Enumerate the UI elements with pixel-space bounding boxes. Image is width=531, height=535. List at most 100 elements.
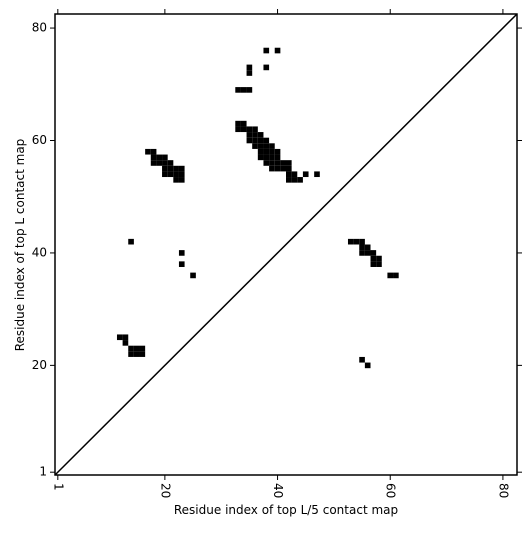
contact-cell — [257, 137, 264, 144]
contact-cell — [263, 143, 270, 149]
x-tick-label: 20 — [158, 483, 172, 498]
contact-cell — [347, 238, 354, 245]
contact-cell — [387, 272, 394, 279]
contact-cell — [156, 154, 163, 161]
contact-cell — [263, 160, 270, 166]
contact-cell — [133, 351, 140, 357]
contact-cell — [263, 47, 270, 54]
contact-cell — [359, 244, 365, 251]
contact-cell — [252, 132, 258, 138]
contact-cell — [173, 165, 179, 172]
contact-cell — [240, 120, 247, 127]
contact-cell — [150, 154, 157, 161]
contact-cell — [364, 362, 371, 369]
contact-cell — [269, 148, 275, 155]
contact-cell — [150, 160, 157, 166]
contact-cell — [178, 171, 185, 178]
contact-cell — [257, 148, 264, 155]
contact-cell — [274, 165, 281, 172]
contact-cell — [364, 250, 371, 256]
contact-cell — [297, 177, 303, 183]
contact-cell — [291, 177, 298, 183]
contact-cell — [376, 261, 382, 267]
contact-cell — [178, 177, 185, 183]
contact-cell — [128, 345, 134, 352]
contact-cell — [122, 334, 129, 341]
contact-cell — [162, 165, 168, 172]
contact-cell — [162, 171, 168, 178]
diagonal-line — [54, 13, 518, 476]
contact-cell — [263, 148, 270, 155]
contact-cell — [240, 126, 247, 133]
y-tick-label: 80 — [32, 21, 47, 35]
contact-cell — [246, 126, 253, 133]
contact-cell — [128, 351, 134, 357]
contact-cell — [235, 87, 241, 93]
contact-cell — [257, 143, 264, 149]
contact-cell — [376, 255, 382, 262]
contact-cell — [286, 160, 292, 166]
contact-cell — [156, 160, 163, 166]
contact-cell — [257, 154, 264, 161]
x-tick-label: 40 — [271, 483, 285, 498]
contact-cell — [150, 148, 157, 155]
x-axis-label: Residue index of top L/5 contact map — [174, 503, 398, 517]
contact-cell — [286, 171, 292, 178]
contact-cell — [246, 132, 253, 138]
contact-cell — [364, 244, 371, 251]
contact-cell — [274, 148, 281, 155]
contact-cell — [370, 250, 377, 256]
contact-cell — [122, 340, 129, 346]
contact-cell — [370, 255, 377, 262]
x-tick-label: 80 — [496, 483, 510, 498]
contact-cell — [291, 171, 298, 178]
contact-cell — [178, 261, 185, 267]
contact-cell — [178, 165, 185, 172]
y-axis-label: Residue index of top L contact map — [13, 139, 27, 352]
contact-cell — [178, 250, 185, 256]
contact-cell — [280, 160, 286, 166]
contact-cell — [246, 137, 253, 144]
contact-cell — [246, 64, 253, 71]
contact-cell — [263, 64, 270, 71]
contact-cell — [302, 171, 309, 178]
contact-cell — [252, 143, 258, 149]
contact-cell — [133, 345, 140, 352]
contact-cell — [263, 137, 270, 144]
y-tick-label: 20 — [32, 358, 47, 372]
contact-cell — [128, 238, 134, 245]
contact-cell — [190, 272, 196, 279]
contact-cell — [173, 171, 179, 178]
contact-cell — [353, 238, 360, 245]
contact-cell — [167, 171, 174, 178]
contact-cell — [235, 120, 241, 127]
contact-cell — [263, 154, 270, 161]
y-tick-label: 60 — [32, 133, 47, 147]
contact-cell — [359, 238, 365, 245]
x-tick-label: 1 — [51, 483, 65, 491]
contact-cell — [167, 165, 174, 172]
contact-cell — [280, 165, 286, 172]
contact-cell — [359, 356, 365, 363]
contact-cell — [286, 165, 292, 172]
contact-cell — [116, 334, 123, 341]
contact-cell — [162, 154, 168, 161]
y-tick-label: 1 — [39, 465, 47, 479]
contact-cell — [240, 87, 247, 93]
contact-cell — [139, 351, 146, 357]
contact-cell — [314, 171, 320, 178]
contact-cell — [274, 154, 281, 161]
contact-cell — [235, 126, 241, 133]
contact-cell — [257, 132, 264, 138]
contact-cell — [173, 177, 179, 183]
contact-cell — [269, 165, 275, 172]
contact-cell — [162, 160, 168, 166]
contact-cell — [269, 143, 275, 149]
contact-cell — [269, 160, 275, 166]
contact-cell — [370, 261, 377, 267]
contact-cell — [274, 160, 281, 166]
y-tick-label: 40 — [32, 245, 47, 259]
contact-cell — [246, 87, 253, 93]
contact-cell — [252, 126, 258, 133]
